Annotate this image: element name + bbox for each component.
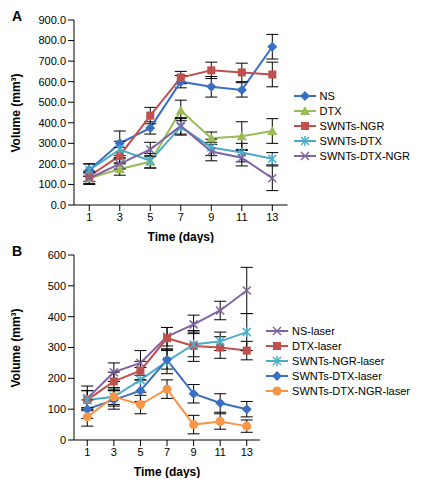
svg-text:800.0: 800.0 [38, 34, 66, 46]
svg-text:5: 5 [137, 446, 143, 458]
svg-text:100.0: 100.0 [38, 178, 66, 190]
html-text:B: B [12, 243, 23, 259]
svg-text:300.0: 300.0 [38, 137, 66, 149]
svg-text:600.0: 600.0 [38, 76, 66, 88]
html-text:NS-laser: NS-laser [292, 324, 335, 337]
html-text:A: A [12, 8, 23, 24]
svg-text:3: 3 [111, 446, 117, 458]
svg-text:600: 600 [48, 249, 66, 261]
svg-text:0.0: 0.0 [51, 199, 66, 211]
svg-text:7: 7 [164, 446, 170, 458]
svg-text:0: 0 [60, 434, 66, 446]
html-text:SWNTs-NGR: SWNTs-NGR [319, 119, 385, 132]
svg-text:900.0: 900.0 [38, 14, 66, 26]
svg-text:Time (days): Time (days) [148, 230, 214, 243]
html-text:NS: NS [319, 89, 335, 102]
svg-text:500.0: 500.0 [38, 96, 66, 108]
svg-text:3: 3 [117, 211, 123, 223]
svg-text:500: 500 [48, 280, 66, 292]
html-text:SWNTs-DTX-laser: SWNTs-DTX-laser [292, 369, 382, 382]
html-text:SWNTs-DTX-NGR: SWNTs-DTX-NGR [319, 149, 410, 162]
html-text:SWNTs-DTX-NGR-laser: SWNTs-DTX-NGR-laser [292, 384, 410, 397]
svg-text:11: 11 [236, 211, 247, 223]
svg-text:5: 5 [147, 211, 153, 223]
svg-text:400: 400 [48, 311, 66, 323]
svg-text:300: 300 [48, 341, 66, 353]
svg-text:11: 11 [214, 446, 225, 458]
svg-text:1: 1 [86, 211, 92, 223]
svg-text:700.0: 700.0 [38, 55, 66, 67]
html-text:DTX-laser: DTX-laser [292, 339, 342, 352]
svg-text:Volume (mm³): Volume (mm³) [9, 308, 23, 387]
svg-text:400.0: 400.0 [38, 117, 66, 129]
svg-text:200.0: 200.0 [38, 158, 66, 170]
svg-text:100: 100 [48, 403, 66, 415]
svg-text:7: 7 [178, 211, 184, 223]
svg-text:Volume (mm³): Volume (mm³) [9, 73, 23, 152]
svg-text:13: 13 [241, 446, 253, 458]
svg-text:13: 13 [266, 211, 278, 223]
svg-text:200: 200 [48, 372, 66, 384]
svg-text:1: 1 [84, 446, 90, 458]
html-text:DTX: DTX [319, 104, 342, 117]
svg-text:Time (days): Time (days) [134, 465, 200, 478]
html-text:SWNTs-NGR-laser: SWNTs-NGR-laser [292, 354, 385, 367]
svg-text:9: 9 [208, 211, 214, 223]
html-text:SWNTs-DTX: SWNTs-DTX [319, 134, 382, 147]
svg-text:9: 9 [191, 446, 197, 458]
